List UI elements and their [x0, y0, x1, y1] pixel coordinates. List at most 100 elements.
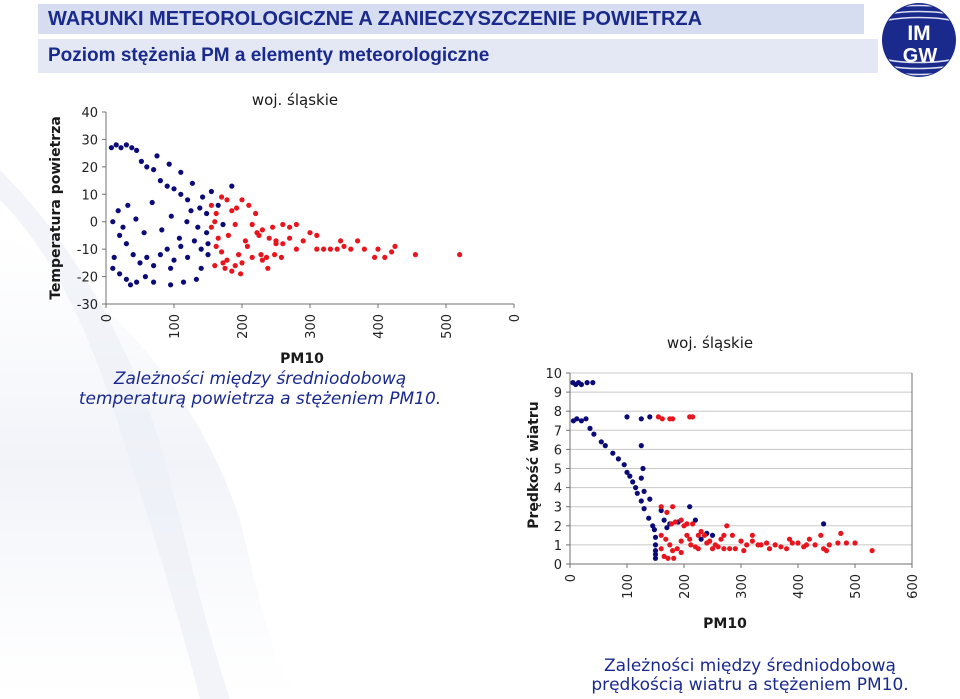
data-point — [709, 546, 716, 552]
data-point — [188, 208, 194, 214]
caption-temperature-line1: Zależności między średniodobową — [113, 369, 407, 389]
data-point — [341, 243, 347, 249]
data-point — [142, 274, 148, 280]
data-point — [266, 235, 272, 241]
data-point — [224, 197, 230, 203]
data-point — [641, 506, 647, 512]
y-tick-label: 2 — [554, 520, 562, 535]
data-point — [157, 252, 163, 258]
y-axis-label: Temperatura powietrza — [48, 116, 64, 300]
data-point — [278, 254, 284, 260]
y-tick-label: -20 — [77, 271, 98, 286]
data-point — [137, 260, 143, 266]
data-point — [166, 161, 172, 167]
data-point — [314, 246, 320, 252]
data-point — [634, 490, 640, 496]
data-point — [249, 254, 255, 260]
data-point — [721, 546, 727, 552]
data-point — [118, 145, 124, 151]
data-point — [806, 536, 812, 542]
data-point — [687, 536, 693, 542]
data-point — [258, 252, 264, 258]
y-tick-label: 9 — [554, 386, 562, 401]
x-tick-label: 100 — [621, 574, 636, 599]
data-point — [314, 232, 320, 238]
series-navy — [570, 380, 827, 561]
data-point — [234, 205, 240, 211]
data-point — [157, 178, 163, 184]
data-point — [287, 224, 293, 230]
data-point — [208, 224, 214, 230]
data-point — [220, 221, 226, 228]
data-point — [185, 197, 191, 203]
data-point — [624, 414, 630, 420]
data-point — [111, 254, 117, 260]
data-point — [670, 548, 676, 554]
data-point — [766, 546, 773, 552]
data-point — [280, 241, 286, 247]
y-tick-label: 0 — [554, 558, 562, 573]
data-point — [149, 199, 155, 206]
caption-wind-line1: Zależności między średniodobową — [604, 656, 896, 676]
data-point — [786, 536, 793, 542]
data-point — [801, 544, 807, 550]
data-point — [270, 224, 276, 230]
data-point — [144, 254, 150, 260]
x-tick-label: 300 — [735, 574, 750, 599]
page-title: WARUNKI METEOROLOGICZNE A ZANIECZYSZCZEN… — [48, 8, 703, 30]
data-point — [197, 205, 203, 211]
data-point — [205, 241, 211, 247]
data-point — [583, 416, 589, 422]
y-tick-label: 3 — [554, 501, 562, 516]
data-point — [670, 416, 676, 422]
data-point — [244, 243, 250, 249]
data-point — [658, 532, 664, 538]
data-point — [168, 265, 174, 271]
data-point — [138, 158, 144, 164]
data-point — [652, 542, 659, 548]
data-point — [180, 279, 187, 285]
data-point — [259, 227, 265, 233]
data-point — [652, 534, 659, 540]
y-tick-label: 30 — [81, 133, 98, 148]
data-point — [134, 279, 140, 285]
data-point — [721, 532, 727, 538]
data-point — [574, 416, 580, 422]
x-tick-label: 0 — [100, 314, 115, 322]
y-tick-label: -10 — [77, 243, 98, 258]
caption-temperature-line2: temperaturą powietrza a stężeniem PM10. — [78, 389, 442, 409]
data-point — [176, 235, 182, 241]
y-tick-label: 8 — [554, 405, 562, 420]
data-point — [220, 260, 226, 266]
data-point — [671, 555, 677, 561]
x-tick-label: 200 — [678, 574, 693, 599]
data-point — [672, 519, 678, 525]
data-point — [215, 202, 221, 208]
x-axis-label: PM10 — [703, 616, 747, 632]
y-tick-label: 4 — [554, 482, 562, 497]
data-point — [602, 443, 608, 449]
y-tick-label: 0 — [90, 216, 98, 231]
data-point — [372, 254, 378, 260]
data-point — [168, 282, 174, 288]
data-point — [663, 536, 669, 542]
chart-title: woj. śląskie — [252, 91, 338, 109]
data-point — [638, 443, 644, 449]
data-point — [224, 257, 230, 263]
data-point — [239, 197, 245, 203]
data-point — [239, 260, 245, 266]
data-point — [198, 265, 204, 271]
chart-title: woj. śląskie — [667, 334, 753, 352]
data-point — [744, 542, 750, 548]
data-point — [213, 210, 219, 217]
data-point — [123, 276, 129, 282]
data-point — [646, 515, 652, 521]
y-tick-label: 6 — [554, 443, 562, 458]
data-point — [327, 246, 333, 252]
data-point — [263, 254, 270, 260]
series-red — [208, 194, 463, 277]
data-point — [641, 488, 647, 494]
data-point — [678, 549, 684, 556]
data-point — [355, 238, 361, 244]
data-point — [659, 416, 665, 422]
